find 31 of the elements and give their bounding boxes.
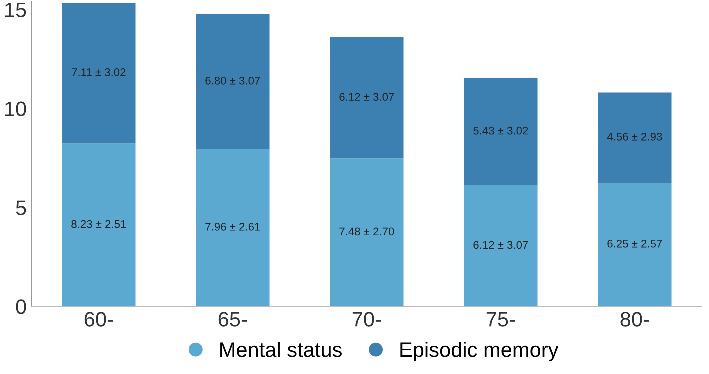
bar [196,14,270,150]
y-tick-label: 0 [16,300,26,314]
x-tick-label: 65- [218,312,248,327]
bar [62,3,136,144]
data-label: 7.11 ± 3.02 [72,68,126,76]
data-label: 4.56 ± 2.93 [607,132,662,141]
y-tick-label: 10 [5,102,26,117]
data-label: 6.25 ± 2.57 [608,240,662,248]
data-label: 6.12 ± 3.07 [474,241,528,250]
x-tick-label: 80- [620,312,650,327]
bar [330,37,404,159]
x-tick-label: 70- [352,312,382,327]
data-label: 7.48 ± 2.70 [340,228,394,236]
data-label: 6.80 ± 3.07 [206,76,260,85]
bar [598,182,672,307]
bar [62,144,136,307]
x-tick-label: 75- [486,312,516,327]
y-tick-label: 5 [16,200,26,216]
bar [464,78,538,186]
legend-label: Episodic memory [400,342,559,362]
data-label: 7.96 ± 2.61 [206,223,260,231]
data-label: 8.23 ± 2.51 [72,220,126,228]
data-label: 5.43 ± 3.02 [474,126,528,135]
x-tick-label: 60- [84,312,114,327]
legend-label: Mental status [220,342,342,358]
bar [464,186,538,307]
bar [598,92,672,183]
bar [196,149,270,307]
data-label: 6.12 ± 3.07 [340,93,394,102]
bar [330,158,404,307]
y-tick-label: 15 [5,3,26,18]
